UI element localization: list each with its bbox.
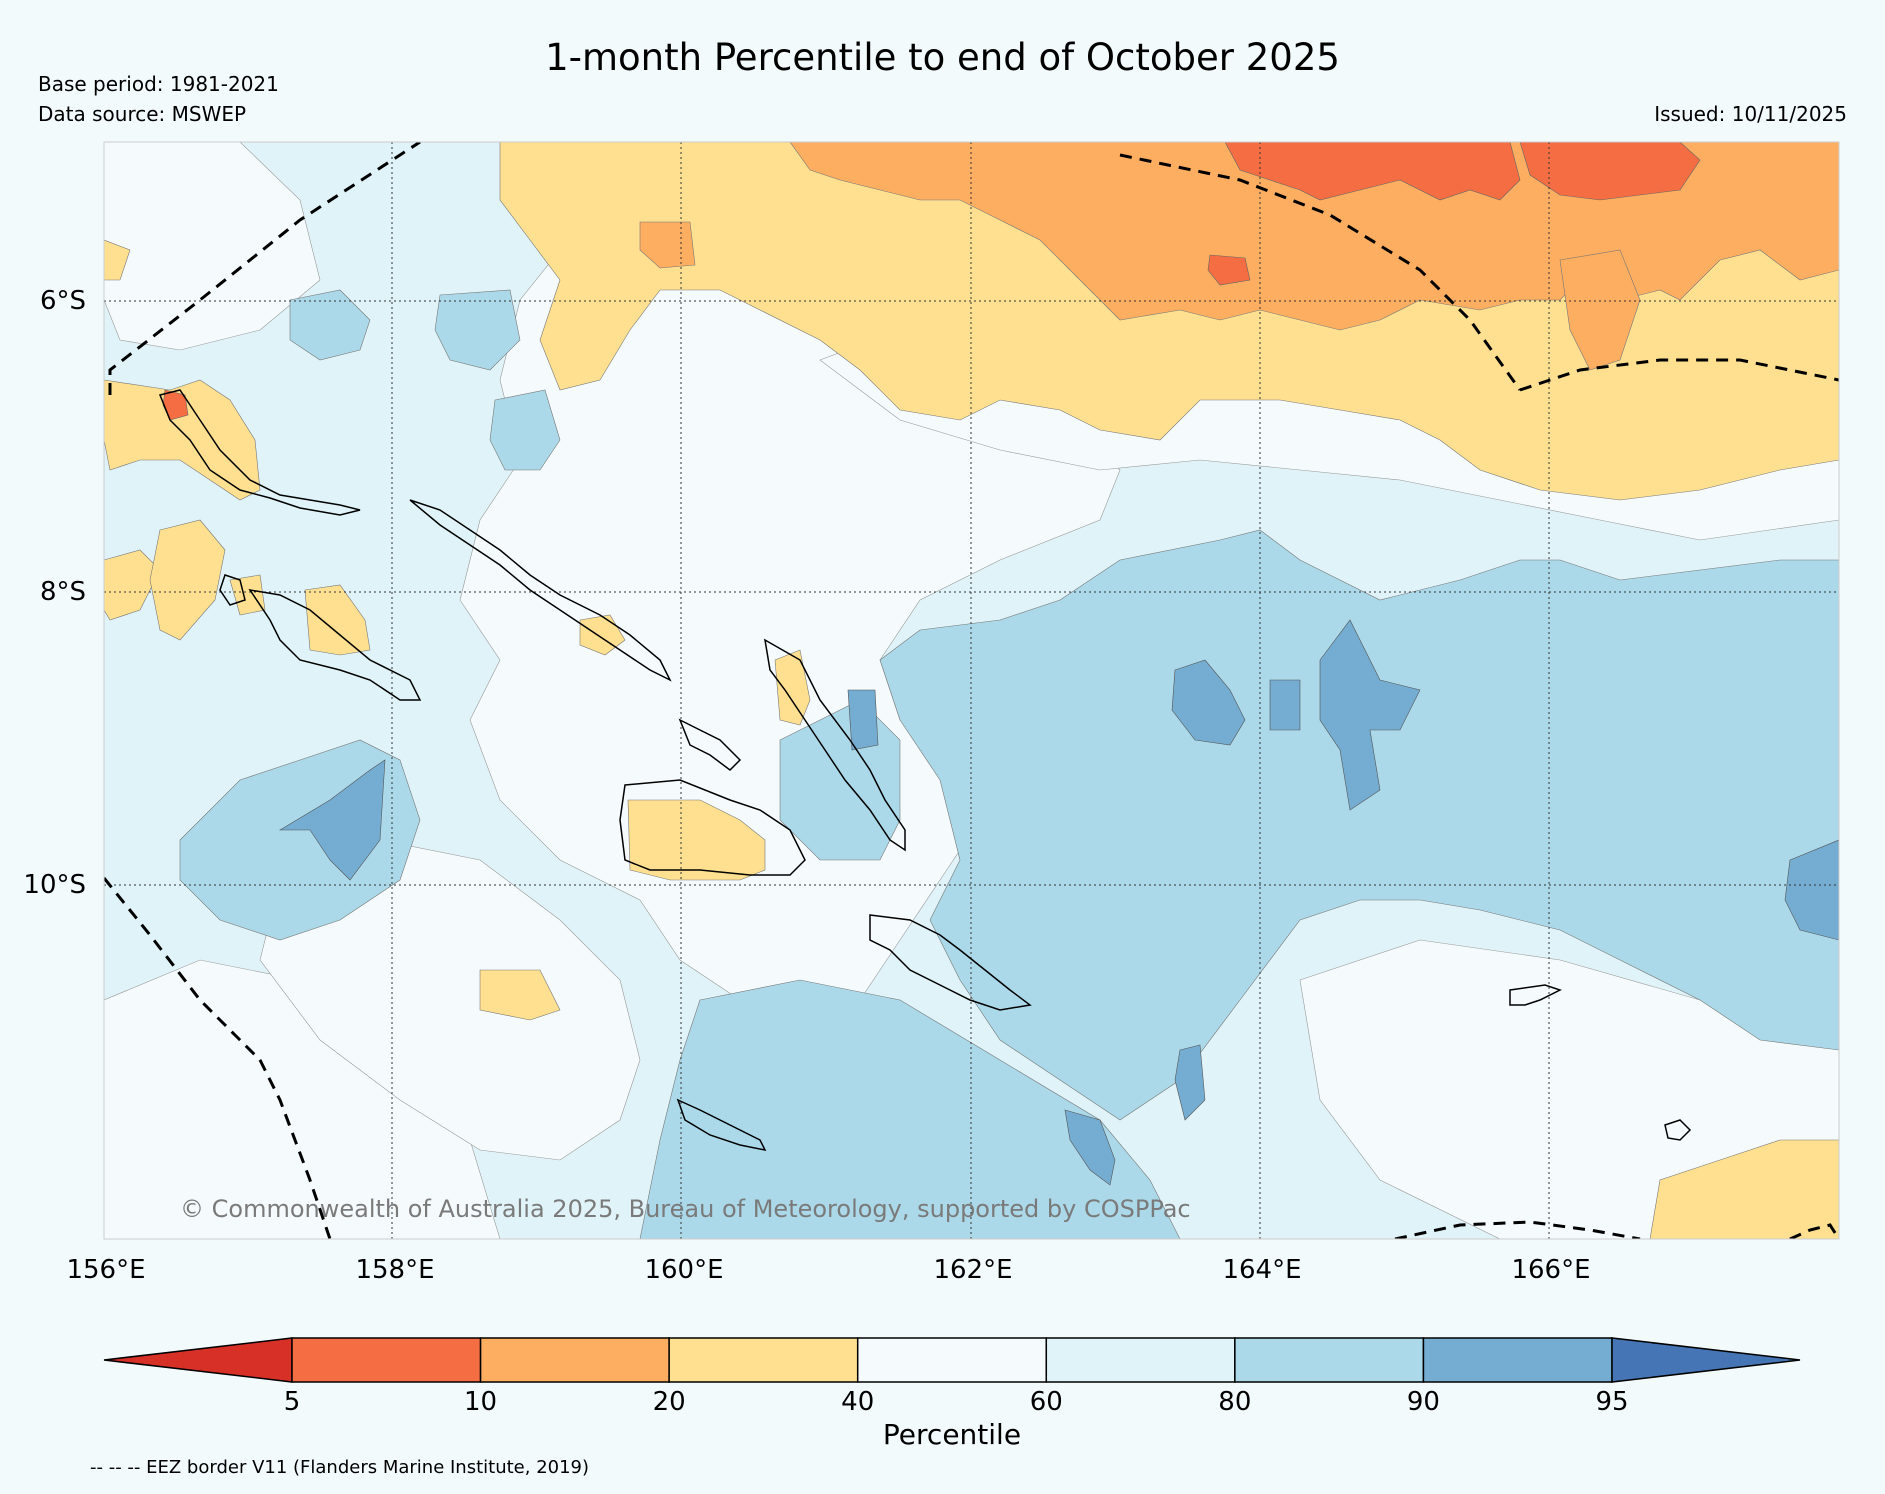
bougainville-coast <box>158 389 361 516</box>
lon-label-160e: 160°E <box>644 1255 724 1285</box>
region-90-95-f <box>1174 1044 1206 1121</box>
colorbar-title: Percentile <box>882 1418 1022 1451</box>
lon-label-158e: 158°E <box>355 1255 435 1285</box>
colorbar-bin-10-20 <box>479 1337 670 1383</box>
colorbar-extend-high <box>1611 1337 1801 1383</box>
region-20-40-south <box>479 969 561 1021</box>
colorbar <box>103 1337 1801 1383</box>
region-20-40-w2 <box>104 549 161 621</box>
vanikoro-coast <box>1664 1119 1692 1141</box>
colorbar-tick-label: 5 <box>283 1387 301 1417</box>
colorbar-tick-label: 60 <box>1029 1387 1063 1417</box>
region-20-40-nw <box>104 239 131 281</box>
colorbar-tick-label: 20 <box>652 1387 686 1417</box>
lat-label-10s: 10°S <box>23 870 86 900</box>
eez-legend-note: -- -- -- EEZ border V11 (Flanders Marine… <box>90 1457 590 1478</box>
colorbar-bin-80-90 <box>1234 1337 1425 1383</box>
region-80-90-se <box>639 979 1181 1239</box>
isabel-coast <box>678 718 742 771</box>
region-40-60-se <box>1299 939 1839 1239</box>
region-90-95-e <box>1784 839 1839 941</box>
region-80-90-east <box>879 529 1839 1121</box>
colorbar-bin-60-80 <box>1045 1337 1236 1383</box>
lon-label-156e: 156°E <box>66 1255 146 1285</box>
colorbar-tick-label: 10 <box>464 1387 498 1417</box>
issued-date: Issued: 10/11/2025 <box>1654 102 1847 126</box>
region-90-95-c <box>1269 679 1301 731</box>
region-90-95-h <box>847 689 879 751</box>
rennell-coast <box>676 1098 767 1152</box>
region-40-60-south <box>259 839 641 1161</box>
percentile-map <box>104 142 1839 1239</box>
lat-label-6s: 6°S <box>39 286 86 316</box>
colorbar-tick-label: 80 <box>1218 1387 1252 1417</box>
region-10-20-ne <box>1559 249 1641 371</box>
region-90-95-a <box>1171 659 1246 746</box>
colorbar-tick-label: 95 <box>1595 1387 1629 1417</box>
region-5-10-ne <box>1519 142 1701 201</box>
region-80-90-north2 <box>434 289 521 371</box>
region-20-40-mal <box>774 649 811 726</box>
region-20-40-guad <box>627 799 766 881</box>
colorbar-bin-5-10 <box>291 1337 482 1383</box>
map-frame <box>103 141 1840 1240</box>
colorbar-bin-90-95 <box>1422 1337 1613 1383</box>
lon-label-162e: 162°E <box>933 1255 1013 1285</box>
colorbar-extend-low <box>103 1337 293 1383</box>
choiseul-coast <box>409 499 672 682</box>
new-georgia-coast <box>248 588 422 701</box>
coastlines <box>158 389 1692 1152</box>
lon-label-164e: 164°E <box>1222 1255 1302 1285</box>
data-source: Data source: MSWEP <box>38 102 247 126</box>
region-20-40-se <box>1649 1139 1839 1239</box>
lon-label-166e: 166°E <box>1511 1255 1591 1285</box>
region-90-95-b <box>1319 619 1421 811</box>
lat-label-8s: 8°S <box>39 577 86 607</box>
copyright-credit: © Commonwealth of Australia 2025, Bureau… <box>180 1195 1191 1223</box>
region-20-40-w3 <box>149 519 226 641</box>
graticule <box>104 142 1839 1239</box>
region-5-10-spot <box>1207 254 1251 286</box>
malaita-coast <box>764 638 906 852</box>
base-period: Base period: 1981-2021 <box>38 72 279 96</box>
region-5-10-north <box>1224 142 1521 201</box>
region-90-95-d <box>278 759 386 881</box>
region-80-90-n3 <box>489 389 561 471</box>
colorbar-bin-20-40 <box>668 1337 859 1383</box>
region-20-40-w4 <box>304 584 371 656</box>
makira-coast <box>869 914 1032 1011</box>
colorbar-tick-label: 40 <box>841 1387 875 1417</box>
guadalcanal-coast <box>619 779 806 876</box>
eez-border <box>104 142 1839 1239</box>
region-80-90-north <box>289 289 371 361</box>
colorbar-bin-40-60 <box>856 1337 1048 1383</box>
region-90-95-g <box>1064 1109 1116 1186</box>
santa-cruz-coast <box>1509 984 1562 1006</box>
page-title: 1-month Percentile to end of October 202… <box>545 36 1340 79</box>
colorbar-tick-label: 90 <box>1406 1387 1440 1417</box>
shortland-coast <box>219 574 246 606</box>
region-20-40-w <box>104 379 261 501</box>
region-40-60-nw <box>104 142 321 351</box>
